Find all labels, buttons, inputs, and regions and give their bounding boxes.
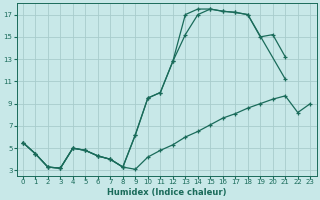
X-axis label: Humidex (Indice chaleur): Humidex (Indice chaleur) bbox=[107, 188, 226, 197]
